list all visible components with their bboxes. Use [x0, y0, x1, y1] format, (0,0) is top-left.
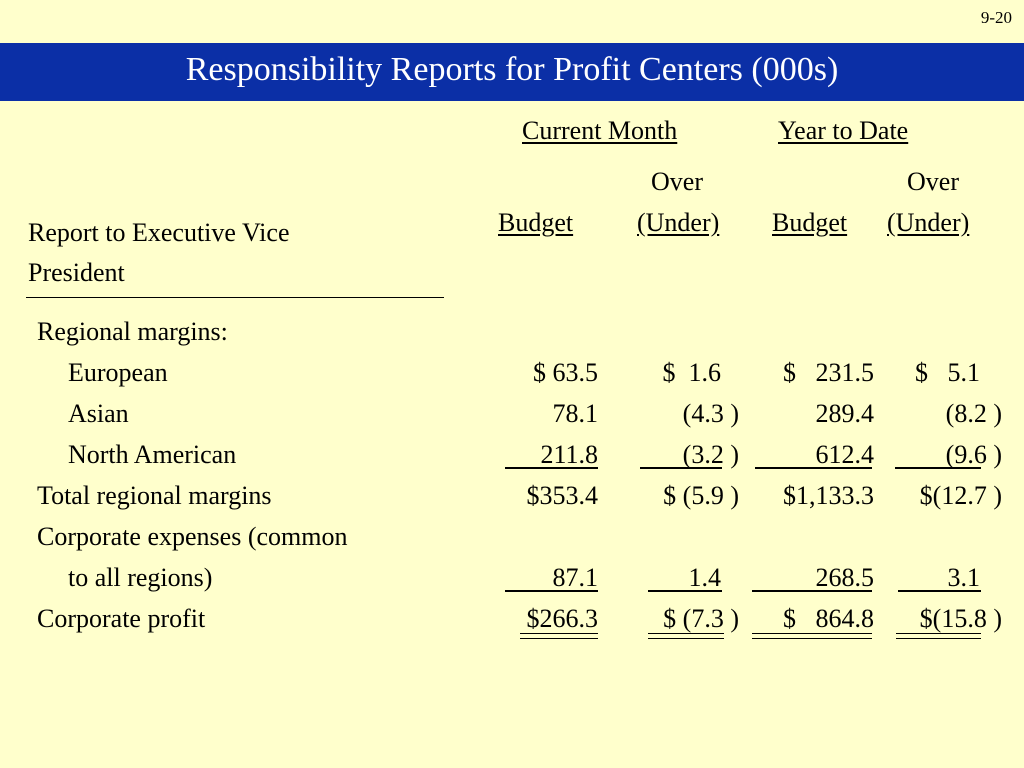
- subtotal-rule: [505, 467, 598, 469]
- cell-cm-over: $ 1.6: [662, 358, 722, 387]
- subtotal-rule: [505, 590, 598, 592]
- header-year-to-date: Year to Date: [778, 116, 909, 145]
- total-double-rule: [752, 633, 872, 639]
- row-label: Total regional margins: [37, 481, 272, 510]
- row-label: North American: [68, 440, 237, 469]
- cell-ytd-budget: $ 864.8: [783, 604, 874, 633]
- cell-cm-budget: 87.1: [552, 563, 599, 592]
- cell-cm-over: $ (5.9 ): [663, 481, 739, 510]
- row-label: European: [68, 358, 168, 387]
- header-over-current: Over: [651, 167, 703, 196]
- subtotal-rule: [752, 590, 872, 592]
- cell-ytd-budget: $1,133.3: [783, 481, 874, 510]
- slide-title: Responsibility Reports for Profit Center…: [185, 51, 839, 88]
- row-label: Corporate expenses (common: [37, 522, 348, 551]
- header-budget-current: Budget: [498, 208, 574, 237]
- cell-cm-budget: $ 63.5: [533, 358, 598, 387]
- header-divider: [26, 297, 444, 298]
- cell-ytd-budget: 289.4: [815, 399, 875, 428]
- cell-ytd-budget: 612.4: [815, 440, 875, 469]
- row-label: Corporate profit: [37, 604, 206, 633]
- row-label: Asian: [68, 399, 129, 428]
- header-under-current: (Under): [637, 208, 720, 237]
- slide-number: 9-20: [980, 8, 1012, 27]
- cell-ytd-over: $ 5.1: [915, 358, 980, 387]
- total-double-rule: [648, 633, 724, 639]
- cell-ytd-over: $(15.8 ): [919, 604, 1002, 633]
- cell-ytd-over: (8.2 ): [945, 399, 1002, 428]
- cell-ytd-over: $(12.7 ): [919, 481, 1002, 510]
- cell-ytd-budget: 268.5: [815, 563, 875, 592]
- subtotal-rule: [898, 590, 981, 592]
- cell-cm-budget: $353.4: [526, 481, 599, 510]
- subtotal-rule: [640, 467, 722, 469]
- total-double-rule: [896, 633, 981, 639]
- total-double-rule: [520, 633, 598, 639]
- subtotal-rule: [895, 467, 981, 469]
- cell-cm-over: 1.4: [688, 563, 722, 592]
- header-under-ytd: (Under): [887, 208, 970, 237]
- cell-cm-over: $ (7.3 ): [663, 604, 739, 633]
- header-budget-ytd: Budget: [772, 208, 848, 237]
- report-heading-line1: Report to Executive Vice: [28, 218, 290, 247]
- cell-cm-over: (3.2 ): [682, 440, 739, 469]
- cell-ytd-budget: $ 231.5: [783, 358, 874, 387]
- row-label: Regional margins:: [37, 317, 228, 346]
- cell-ytd-over: 3.1: [947, 563, 981, 592]
- title-bar: [0, 43, 1024, 101]
- report-heading-line2: President: [28, 258, 125, 287]
- cell-cm-over: (4.3 ): [682, 399, 739, 428]
- cell-cm-budget: 78.1: [552, 399, 599, 428]
- header-current-month: Current Month: [522, 116, 678, 145]
- subtotal-rule: [755, 467, 872, 469]
- cell-cm-budget: 211.8: [540, 440, 598, 469]
- subtotal-rule: [648, 590, 722, 592]
- cell-ytd-over: (9.6 ): [945, 440, 1002, 469]
- row-label: to all regions): [68, 563, 213, 592]
- header-over-ytd: Over: [907, 167, 959, 196]
- cell-cm-budget: $266.3: [526, 604, 599, 633]
